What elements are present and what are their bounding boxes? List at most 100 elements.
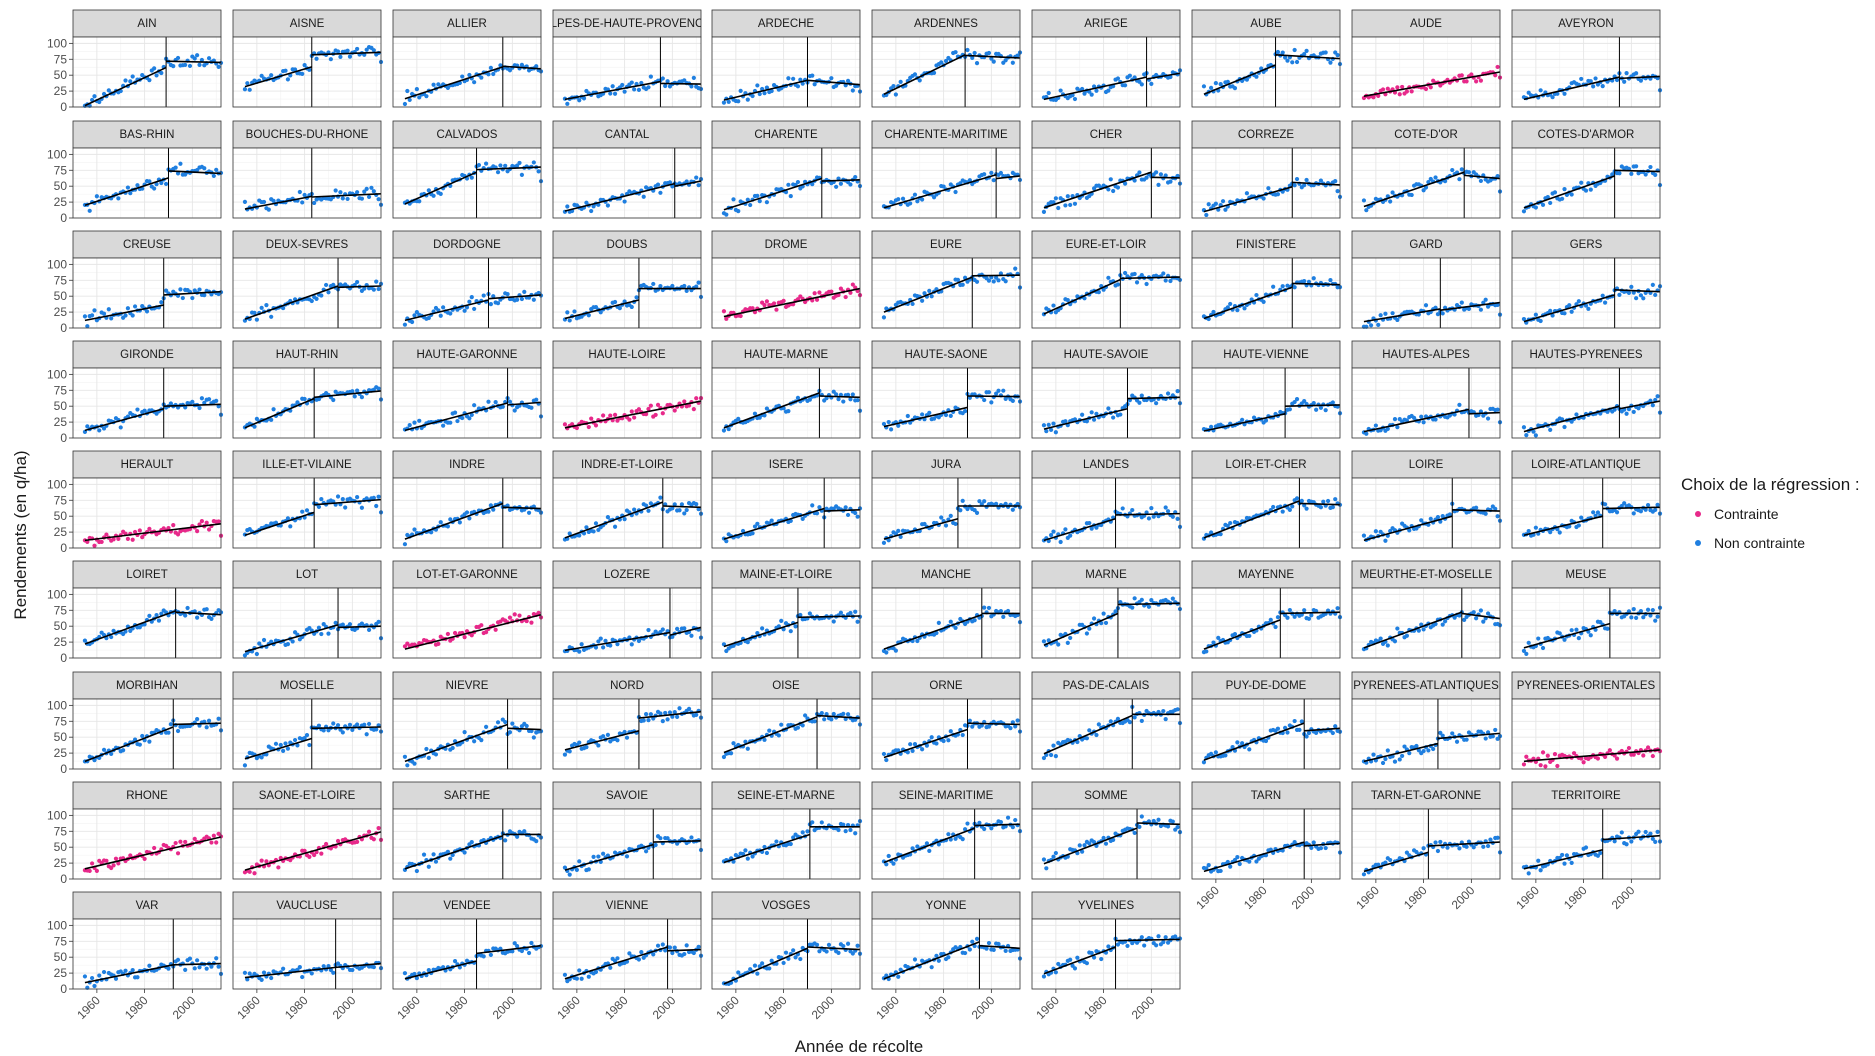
data-point: [1053, 430, 1058, 435]
data-point: [1593, 76, 1598, 81]
y-tick-label: 75: [54, 493, 68, 507]
y-tick-label: 75: [54, 273, 68, 287]
panel-background: [712, 37, 860, 107]
data-point: [967, 178, 972, 183]
data-point: [1395, 425, 1400, 430]
data-point: [1602, 300, 1608, 305]
data-point: [331, 397, 336, 403]
panel-border: [1031, 367, 1181, 439]
data-point: [486, 509, 491, 514]
data-point: [1485, 416, 1491, 421]
data-point: [1168, 179, 1173, 184]
data-point: [350, 389, 355, 394]
data-point: [1122, 181, 1128, 186]
panel-ain: AIN 0 25 50 75 100: [47, 9, 224, 114]
data-point: [627, 417, 632, 422]
data-point: [498, 63, 503, 68]
data-point: [838, 610, 844, 615]
data-point: [1433, 175, 1438, 180]
facet-strip-label: CHARENTE-MARITIME: [884, 129, 1008, 141]
data-point: [982, 172, 987, 177]
panel-loir-et-cher: LOIR-ET-CHER: [1191, 450, 1343, 549]
panel-border: [72, 36, 222, 108]
data-point: [1548, 200, 1553, 206]
regression-line-before: [244, 624, 339, 653]
data-point: [721, 642, 727, 647]
data-point: [269, 73, 274, 78]
data-point: [1395, 317, 1400, 323]
data-point: [591, 204, 596, 209]
data-point: [333, 620, 338, 625]
data-points: [1041, 270, 1183, 317]
panel-border: [1031, 147, 1181, 219]
data-point: [1395, 85, 1400, 90]
data-point: [175, 171, 181, 176]
panel-border: [1351, 257, 1501, 329]
data-point: [565, 310, 570, 315]
data-point: [175, 55, 181, 61]
facet-strip-label: CANTAL: [605, 129, 650, 141]
data-point: [1325, 498, 1331, 504]
facet-strip: [711, 120, 861, 149]
data-point: [762, 413, 767, 418]
data-point: [584, 200, 589, 205]
data-point: [82, 638, 88, 643]
data-point: [1638, 509, 1644, 514]
data-point: [347, 54, 353, 59]
regression-line-before: [1203, 413, 1286, 432]
data-point: [881, 540, 887, 545]
data-point: [376, 619, 381, 624]
facet-strip-label: HAUTE-SAVOIE: [1064, 349, 1149, 361]
y-tick-label: 50: [54, 619, 68, 633]
data-point: [460, 415, 465, 421]
data-point: [653, 412, 658, 418]
facet-strip-label: MAINE-ET-LOIRE: [740, 569, 833, 581]
data-point: [584, 525, 589, 530]
panel-border: [552, 477, 702, 549]
data-point: [596, 639, 601, 644]
panel-border: [232, 147, 382, 219]
panel-ardeche: ARDECHE: [711, 9, 863, 108]
data-point: [321, 622, 326, 627]
y-tick-label: 100: [47, 367, 67, 381]
data-point: [817, 505, 822, 510]
data-point: [845, 78, 851, 83]
data-point: [694, 502, 699, 507]
regression-line-after: [311, 51, 382, 56]
panel-background: [712, 148, 860, 218]
data-point: [491, 71, 496, 77]
facet-strip-label: DORDOGNE: [433, 239, 501, 251]
data-point: [493, 627, 498, 632]
data-point: [302, 63, 307, 68]
data-point: [1569, 192, 1574, 197]
data-point: [517, 613, 522, 618]
data-point: [589, 416, 594, 421]
facet-strip-label: MEURTHE-ET-MOSELLE: [1360, 569, 1493, 581]
data-point: [436, 641, 441, 646]
facet-strip-label: DEUX-SEVRES: [266, 239, 349, 251]
regression-line-before: [1203, 186, 1293, 213]
data-point: [1261, 299, 1266, 304]
data-point: [677, 508, 682, 513]
data-point: [457, 520, 462, 525]
facet-strip-label: LOIRE: [1409, 459, 1444, 471]
data-point: [629, 304, 634, 310]
facet-strip-label: CHARENTE: [754, 129, 818, 141]
data-point: [259, 73, 264, 78]
data-point: [1068, 533, 1073, 538]
data-point: [467, 299, 472, 304]
data-point: [1137, 400, 1142, 405]
regression-line-after: [1614, 169, 1661, 173]
data-point: [565, 101, 570, 106]
data-point: [1610, 172, 1615, 177]
data-point: [567, 531, 572, 536]
regression-line-after: [1292, 181, 1341, 186]
data-point: [529, 405, 534, 410]
data-point: [996, 388, 1001, 393]
data-point: [159, 70, 164, 76]
facet-strip-label: AUDE: [1410, 18, 1442, 30]
data-point: [1598, 411, 1603, 416]
data-point: [931, 70, 937, 75]
data-point: [910, 301, 915, 307]
data-point: [991, 279, 996, 284]
